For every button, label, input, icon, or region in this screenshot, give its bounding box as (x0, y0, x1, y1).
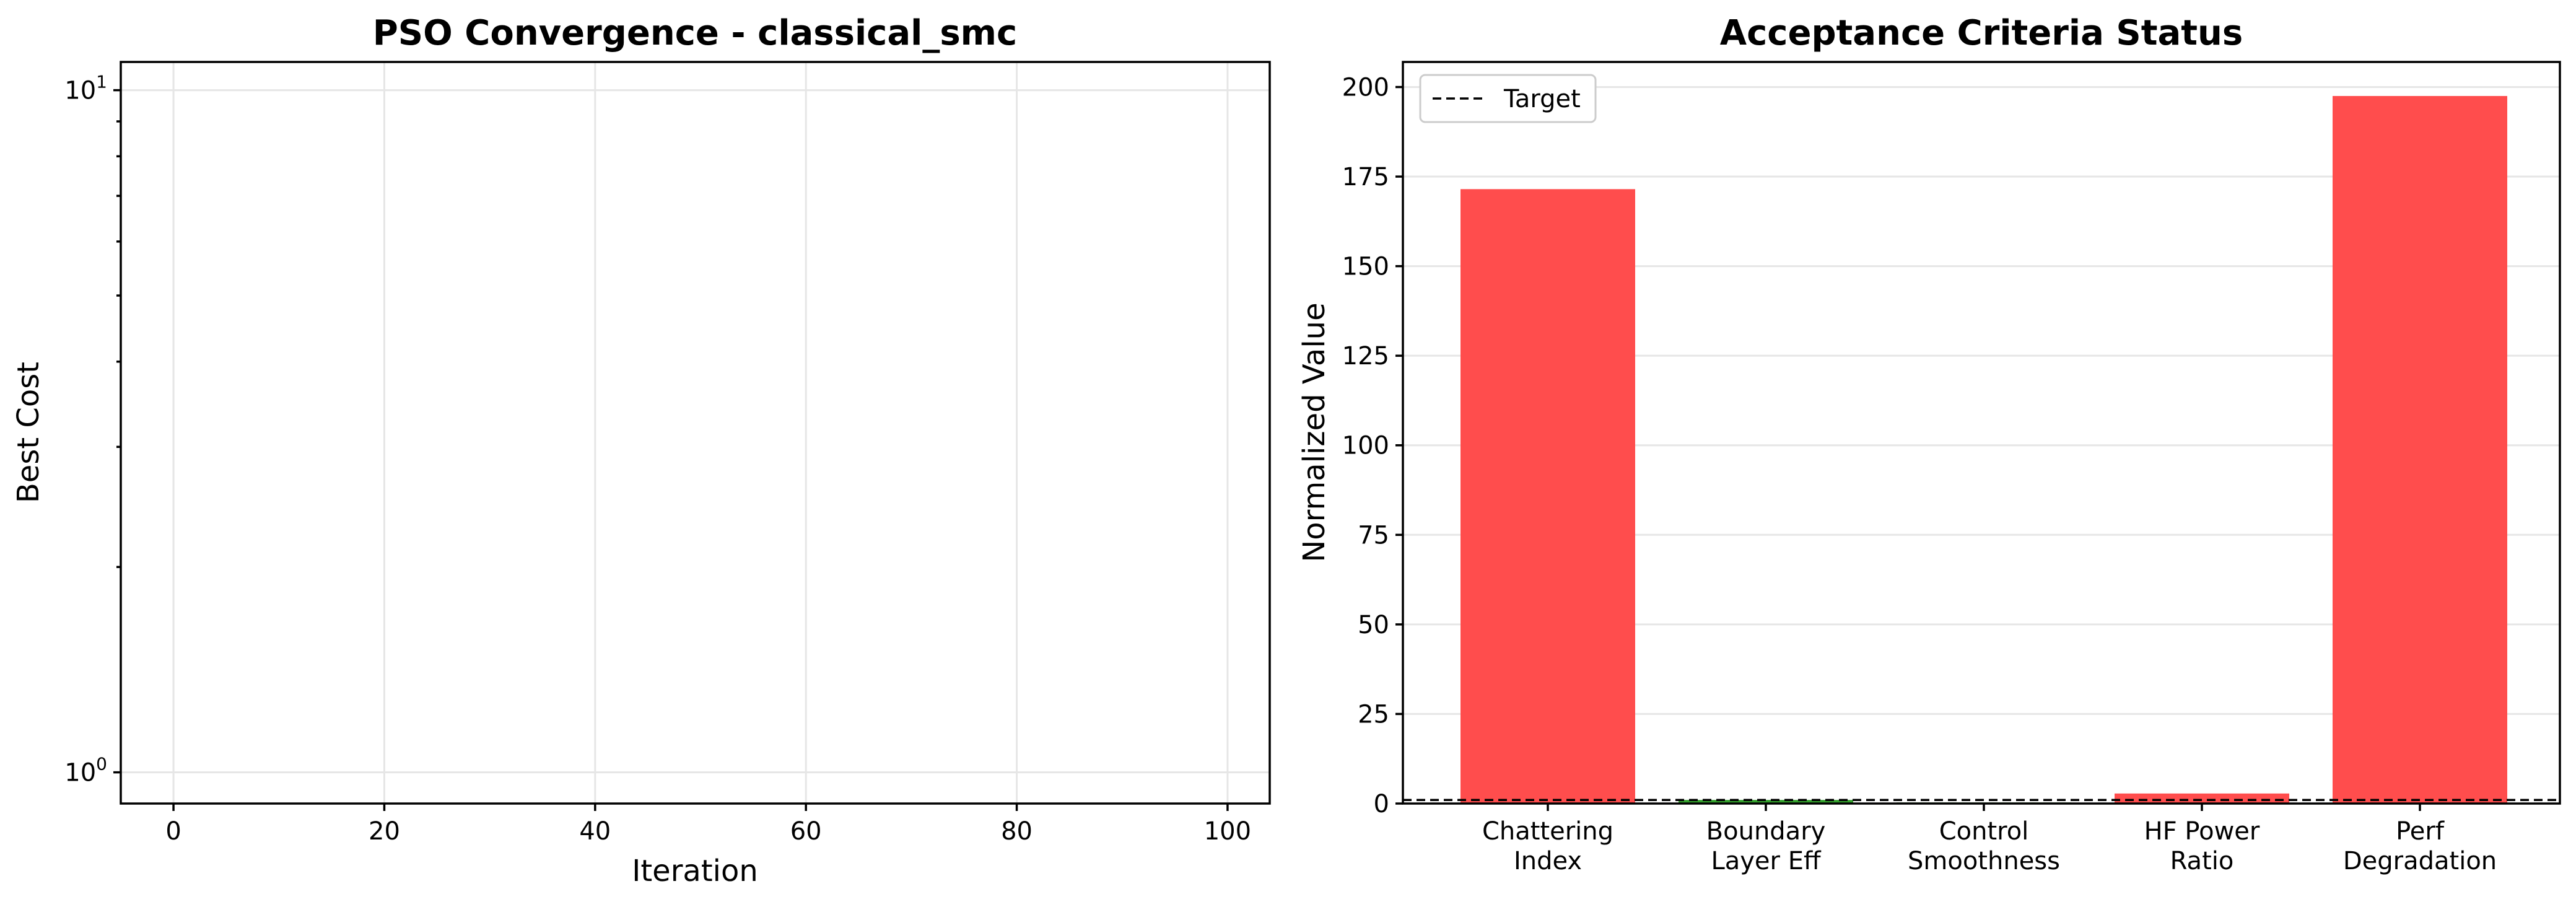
left-x-tick-label: 20 (369, 817, 400, 846)
right-bar-group (1460, 95, 2507, 804)
left-axes-frame (120, 61, 1271, 805)
pso-convergence-panel: 0 20 40 60 80 100 100 101 PSO Convergence - cla… (11, 13, 1271, 888)
right-y-tick-label: 175 (1342, 163, 1389, 191)
right-y-axis-label: Normalized Value (1297, 302, 1332, 562)
left-gridlines (121, 62, 1270, 804)
right-y-tick-label: 150 (1342, 253, 1389, 281)
right-x-tick-label: HF Power (2144, 817, 2260, 846)
left-x-tick-label: 0 (165, 817, 181, 846)
right-y-tick-label: 25 (1358, 700, 1389, 729)
right-x-tick-label: Degradation (2343, 847, 2497, 875)
right-x-tick-label: Boundary (1706, 817, 1826, 846)
legend-box (1419, 74, 1597, 123)
bar-chattering-index (1460, 189, 1635, 804)
left-y-tick-label: 100 (64, 754, 107, 787)
right-x-tick-label: Smoothness (1908, 847, 2060, 875)
left-x-tick-label: 40 (579, 817, 611, 846)
left-x-tick-label: 100 (1204, 817, 1251, 846)
bar-hf-power-ratio (2115, 793, 2289, 804)
left-x-tick-label: 80 (1001, 817, 1033, 846)
left-y-axis-label: Best Cost (11, 362, 46, 503)
legend-target-label: Target (1503, 85, 1581, 113)
right-y-tick-label: 125 (1342, 342, 1389, 370)
right-chart-title: Acceptance Criteria Status (1720, 13, 2243, 53)
right-x-tick-label: Control (1939, 817, 2029, 846)
left-x-tick-label: 60 (790, 817, 822, 846)
right-y-tick-label: 100 (1342, 432, 1389, 460)
right-x-tick-label: Perf (2396, 817, 2445, 846)
right-x-tick-label: Ratio (2170, 847, 2234, 875)
right-y-tick-label: 200 (1342, 73, 1389, 102)
left-y-tick-label: 101 (64, 72, 107, 105)
right-x-tick-label: Layer Eff (1711, 847, 1822, 875)
legend: Target (1419, 74, 1597, 123)
left-chart-title: PSO Convergence - classical_smc (373, 13, 1017, 53)
right-x-tick-label: Index (1514, 847, 1582, 875)
right-axes-frame (1402, 61, 2561, 805)
right-y-tick-label: 50 (1358, 611, 1389, 639)
bar-perf-degradation (2333, 95, 2507, 804)
right-y-tick-label: 0 (1374, 790, 1389, 818)
right-x-tick-label: Chattering (1482, 817, 1613, 846)
right-y-tick-label: 75 (1358, 521, 1389, 550)
bar-boundary-layer-eff (1679, 800, 1853, 804)
left-tick-group: 0 20 40 60 80 100 100 101 (64, 72, 1251, 846)
left-x-axis-label: Iteration (632, 854, 758, 888)
